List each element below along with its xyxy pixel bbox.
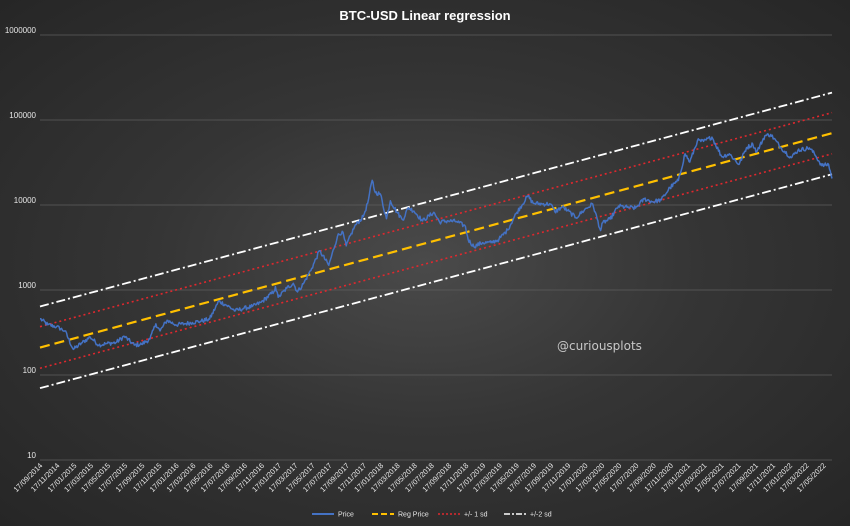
plus-1sd-line [39,111,833,328]
legend-2sd-label: +/-2 sd [530,512,552,519]
minus-2sd-line [39,173,833,390]
y-tick-label: 1000 [18,281,36,290]
legend-reg-price-label: Reg Price [398,512,429,519]
price-series [40,133,833,351]
y-tick-label: 10 [27,451,36,460]
x-axis-ticks: 17/09/201417/11/201417/01/201517/03/2015… [12,461,828,494]
y-tick-label: 10000 [14,196,37,205]
plus-2sd-line [39,91,833,308]
watermark-annotation: @curiousplots [557,339,642,353]
y-axis-ticks: 10 100 1000 10000 100000 1000000 [5,26,37,460]
regression-line [39,132,833,349]
y-tick-label: 1000000 [5,26,37,35]
y-tick-label: 100000 [9,111,36,120]
legend-1sd-label: +/- 1 sd [464,512,488,519]
gridlines [40,34,832,461]
price-line [40,133,833,351]
legend-price-label: Price [338,512,354,519]
y-tick-label: 100 [23,366,37,375]
chart-title: BTC-USD Linear regression [339,8,510,23]
legend: Price Reg Price +/- 1 sd +/-2 sd [312,512,552,519]
minus-1sd-line [39,153,833,370]
regression-bands [39,91,833,390]
